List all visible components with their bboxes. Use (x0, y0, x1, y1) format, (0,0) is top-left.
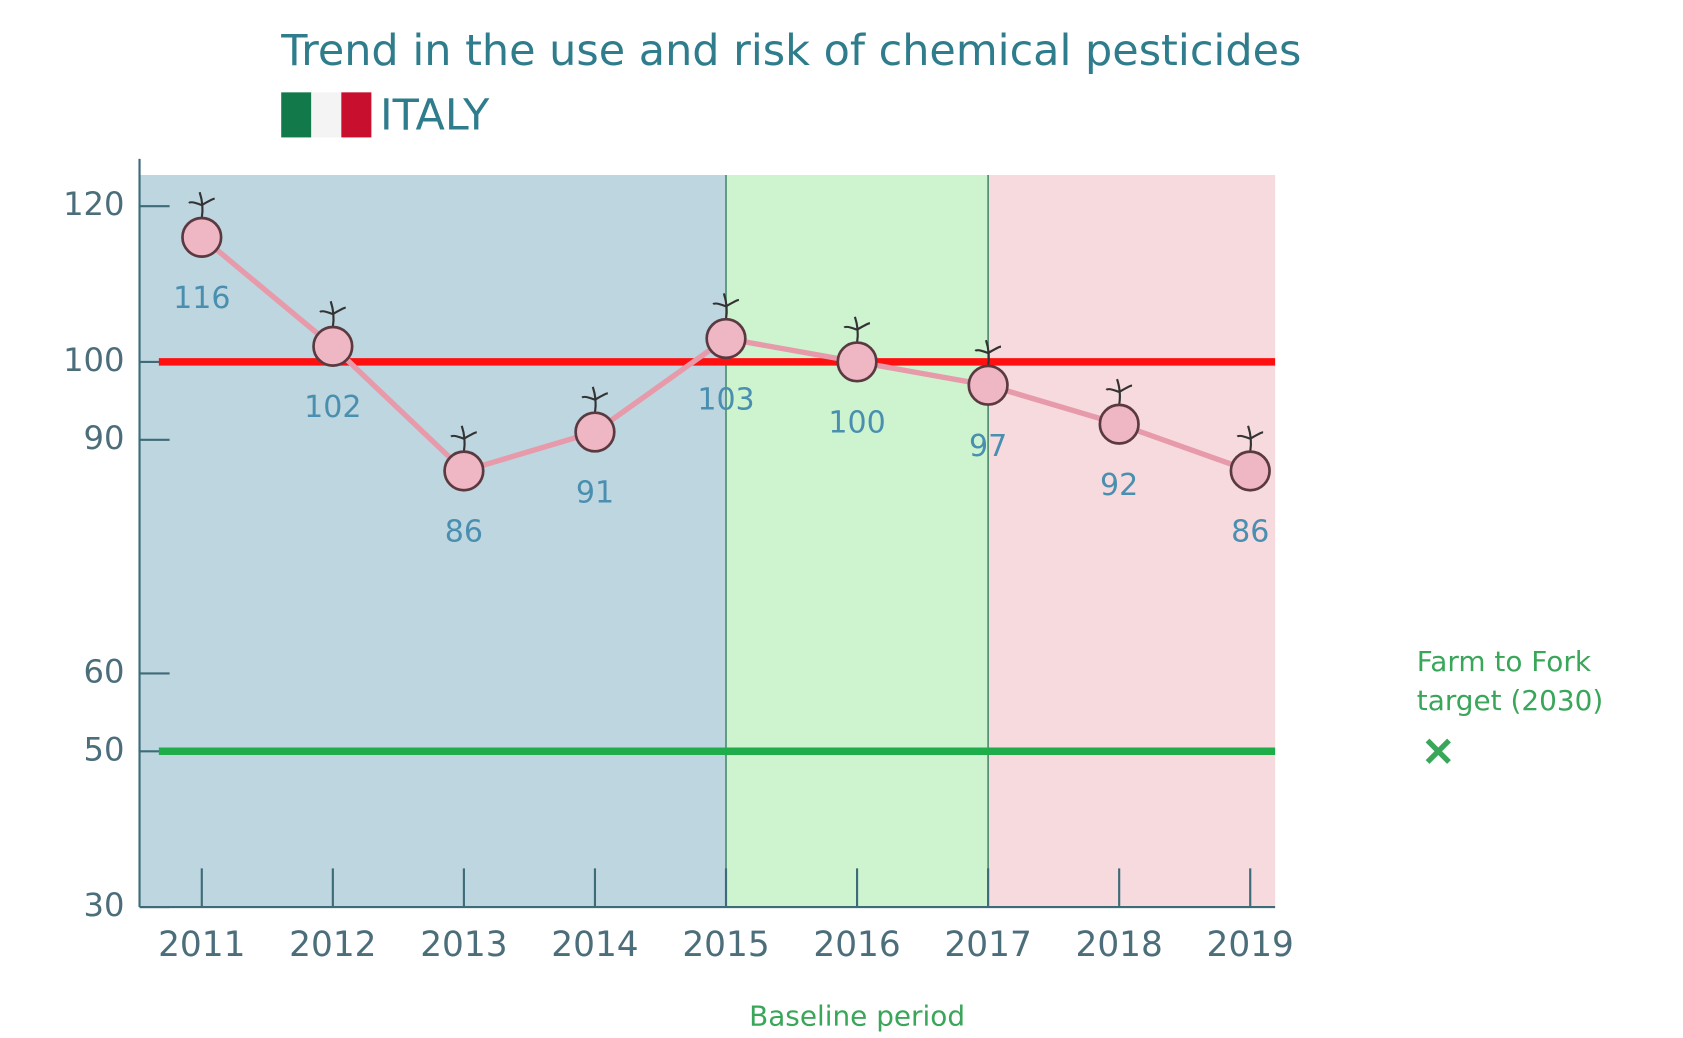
target-marker (1425, 738, 1451, 764)
y-tick-label: 50 (84, 730, 125, 768)
x-tick-label: 2011 (158, 925, 245, 965)
data-marker (1098, 403, 1140, 445)
period-region (139, 174, 727, 908)
marker-stem (1105, 378, 1133, 406)
data-marker (836, 341, 878, 383)
data-marker (1229, 450, 1271, 492)
y-tick-label: 120 (63, 185, 124, 223)
data-marker (705, 317, 747, 360)
data-marker (967, 364, 1009, 406)
y-tick-label: 90 (84, 419, 125, 457)
baseline-label: Baseline period (749, 1000, 965, 1033)
flag-red (341, 92, 372, 138)
period-region (726, 174, 989, 908)
y-tick-label: 30 (84, 886, 125, 924)
data-marker (312, 325, 354, 367)
data-label: 102 (304, 390, 361, 425)
chart-title: Trend in the use and risk of chemical pe… (280, 26, 1301, 76)
x-tick-label: 2016 (813, 925, 900, 965)
data-label: 92 (1100, 468, 1138, 503)
x-tick-label: 2012 (289, 925, 376, 965)
x-tick-label: 2013 (420, 925, 507, 965)
x-tick-label: 2015 (682, 925, 769, 965)
data-label: 103 (697, 382, 754, 417)
marker-stem (581, 386, 608, 413)
marker-stem (188, 191, 215, 219)
marker-stem (1236, 425, 1264, 452)
marker-stem (712, 293, 740, 320)
target-label: target (2030) (1417, 684, 1603, 717)
marker-stem (843, 316, 871, 343)
chart-subtitle: ITALY (380, 91, 490, 141)
flag-white (311, 92, 342, 138)
x-tick-label: 2018 (1075, 925, 1162, 965)
data-marker (443, 450, 485, 492)
x-tick-label: 2017 (944, 925, 1031, 965)
flag-green (281, 92, 312, 138)
marker-stem (974, 339, 1002, 367)
data-label: 97 (969, 429, 1007, 464)
marker-stem (319, 300, 346, 328)
data-label: 116 (173, 281, 230, 316)
data-label: 86 (445, 515, 483, 550)
data-marker (181, 216, 223, 258)
target-label: Farm to Fork (1417, 645, 1592, 678)
data-label: 91 (576, 476, 614, 511)
data-marker (574, 411, 616, 453)
data-label: 100 (828, 406, 885, 441)
y-tick-label: 60 (84, 652, 125, 690)
period-region (988, 174, 1276, 908)
y-tick-label: 100 (63, 341, 124, 379)
x-tick-label: 2019 (1207, 925, 1294, 965)
data-label: 86 (1231, 515, 1269, 550)
x-tick-label: 2014 (551, 925, 638, 965)
marker-stem (450, 425, 477, 452)
